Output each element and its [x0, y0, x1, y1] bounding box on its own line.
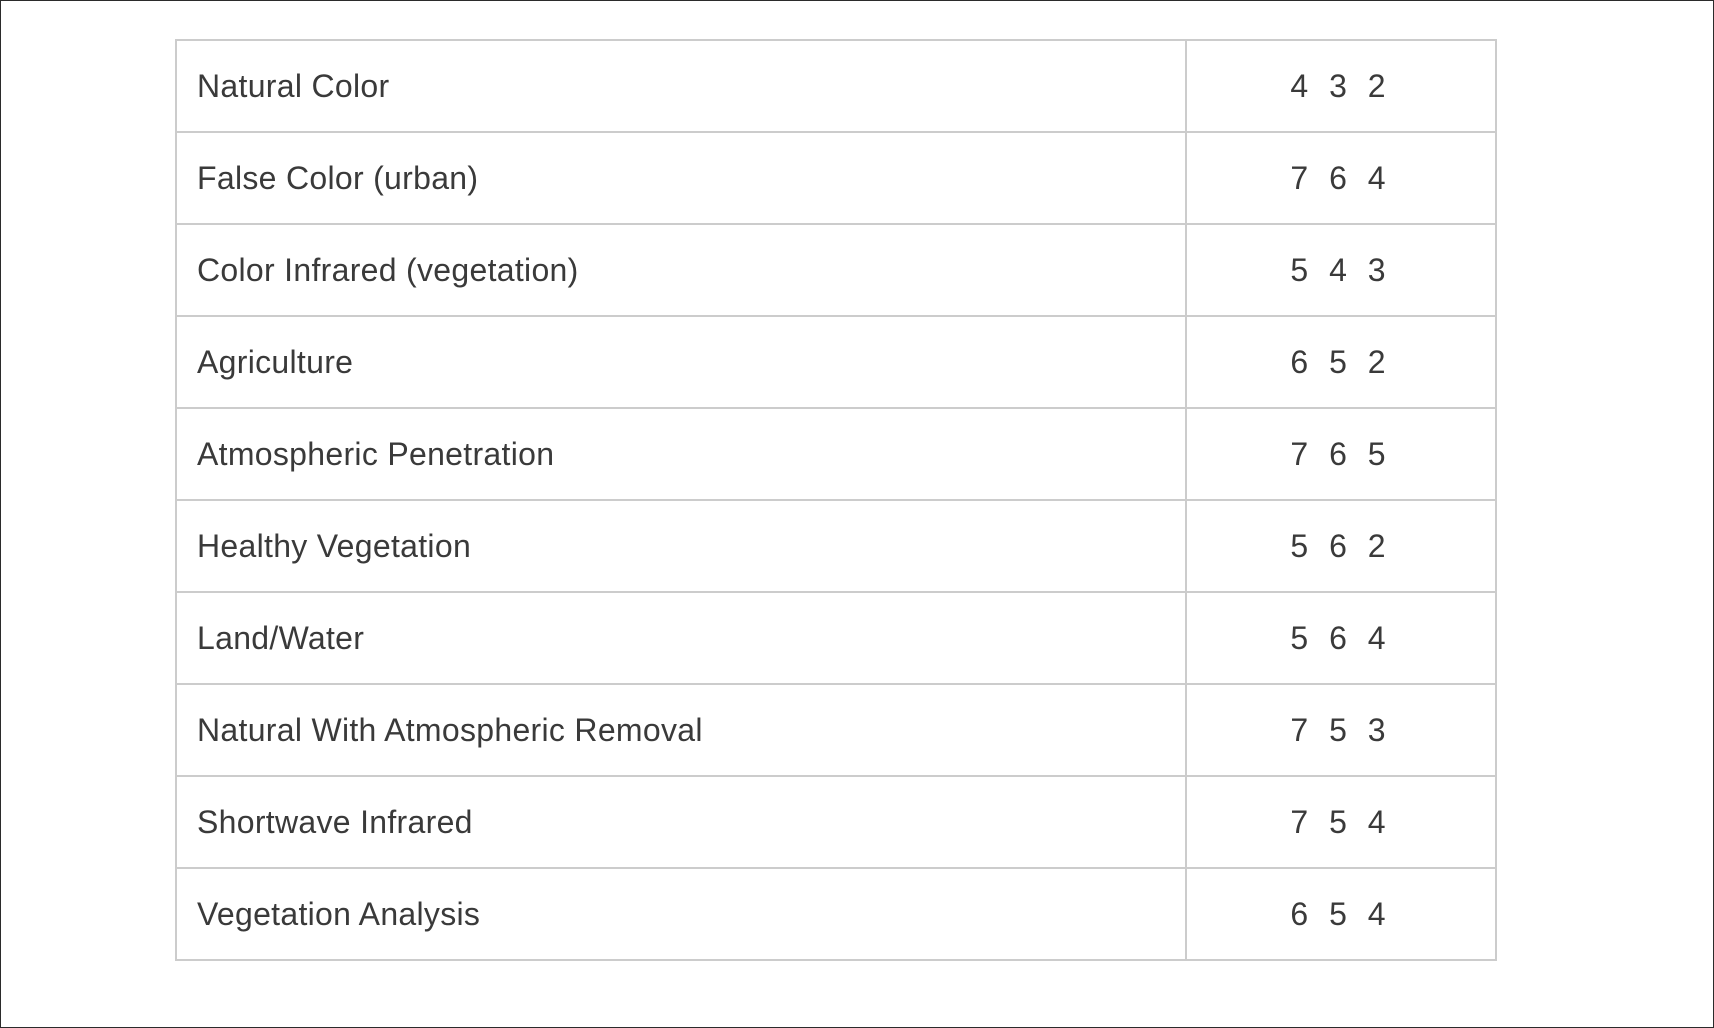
table-row: Natural Color 4 3 2 [175, 39, 1497, 133]
band-values-cell: 5 4 3 [1185, 223, 1497, 317]
table-row: Land/Water 5 6 4 [175, 591, 1497, 685]
table-row: Natural With Atmospheric Removal 7 5 3 [175, 683, 1497, 777]
band-values-cell: 7 6 5 [1185, 407, 1497, 501]
table-row: Healthy Vegetation 5 6 2 [175, 499, 1497, 593]
band-values-cell: 5 6 2 [1185, 499, 1497, 593]
combination-name-cell: Atmospheric Penetration [175, 407, 1187, 501]
table-row: Shortwave Infrared 7 5 4 [175, 775, 1497, 869]
band-values-cell: 7 5 3 [1185, 683, 1497, 777]
combination-name-cell: Natural With Atmospheric Removal [175, 683, 1187, 777]
combination-name-cell: Agriculture [175, 315, 1187, 409]
band-values-cell: 7 5 4 [1185, 775, 1497, 869]
table-row: False Color (urban) 7 6 4 [175, 131, 1497, 225]
combination-name-cell: Natural Color [175, 39, 1187, 133]
combination-name-cell: Shortwave Infrared [175, 775, 1187, 869]
table-row: Color Infrared (vegetation) 5 4 3 [175, 223, 1497, 317]
combination-name-cell: Healthy Vegetation [175, 499, 1187, 593]
combination-name-cell: Land/Water [175, 591, 1187, 685]
band-values-cell: 6 5 4 [1185, 867, 1497, 961]
combination-name-cell: False Color (urban) [175, 131, 1187, 225]
band-values-cell: 4 3 2 [1185, 39, 1497, 133]
band-values-cell: 5 6 4 [1185, 591, 1497, 685]
table-row: Agriculture 6 5 2 [175, 315, 1497, 409]
table-row: Atmospheric Penetration 7 6 5 [175, 407, 1497, 501]
band-values-cell: 6 5 2 [1185, 315, 1497, 409]
table-row: Vegetation Analysis 6 5 4 [175, 867, 1497, 961]
combination-name-cell: Vegetation Analysis [175, 867, 1187, 961]
combination-name-cell: Color Infrared (vegetation) [175, 223, 1187, 317]
band-combination-table: Natural Color 4 3 2 False Color (urban) … [175, 39, 1497, 961]
band-values-cell: 7 6 4 [1185, 131, 1497, 225]
